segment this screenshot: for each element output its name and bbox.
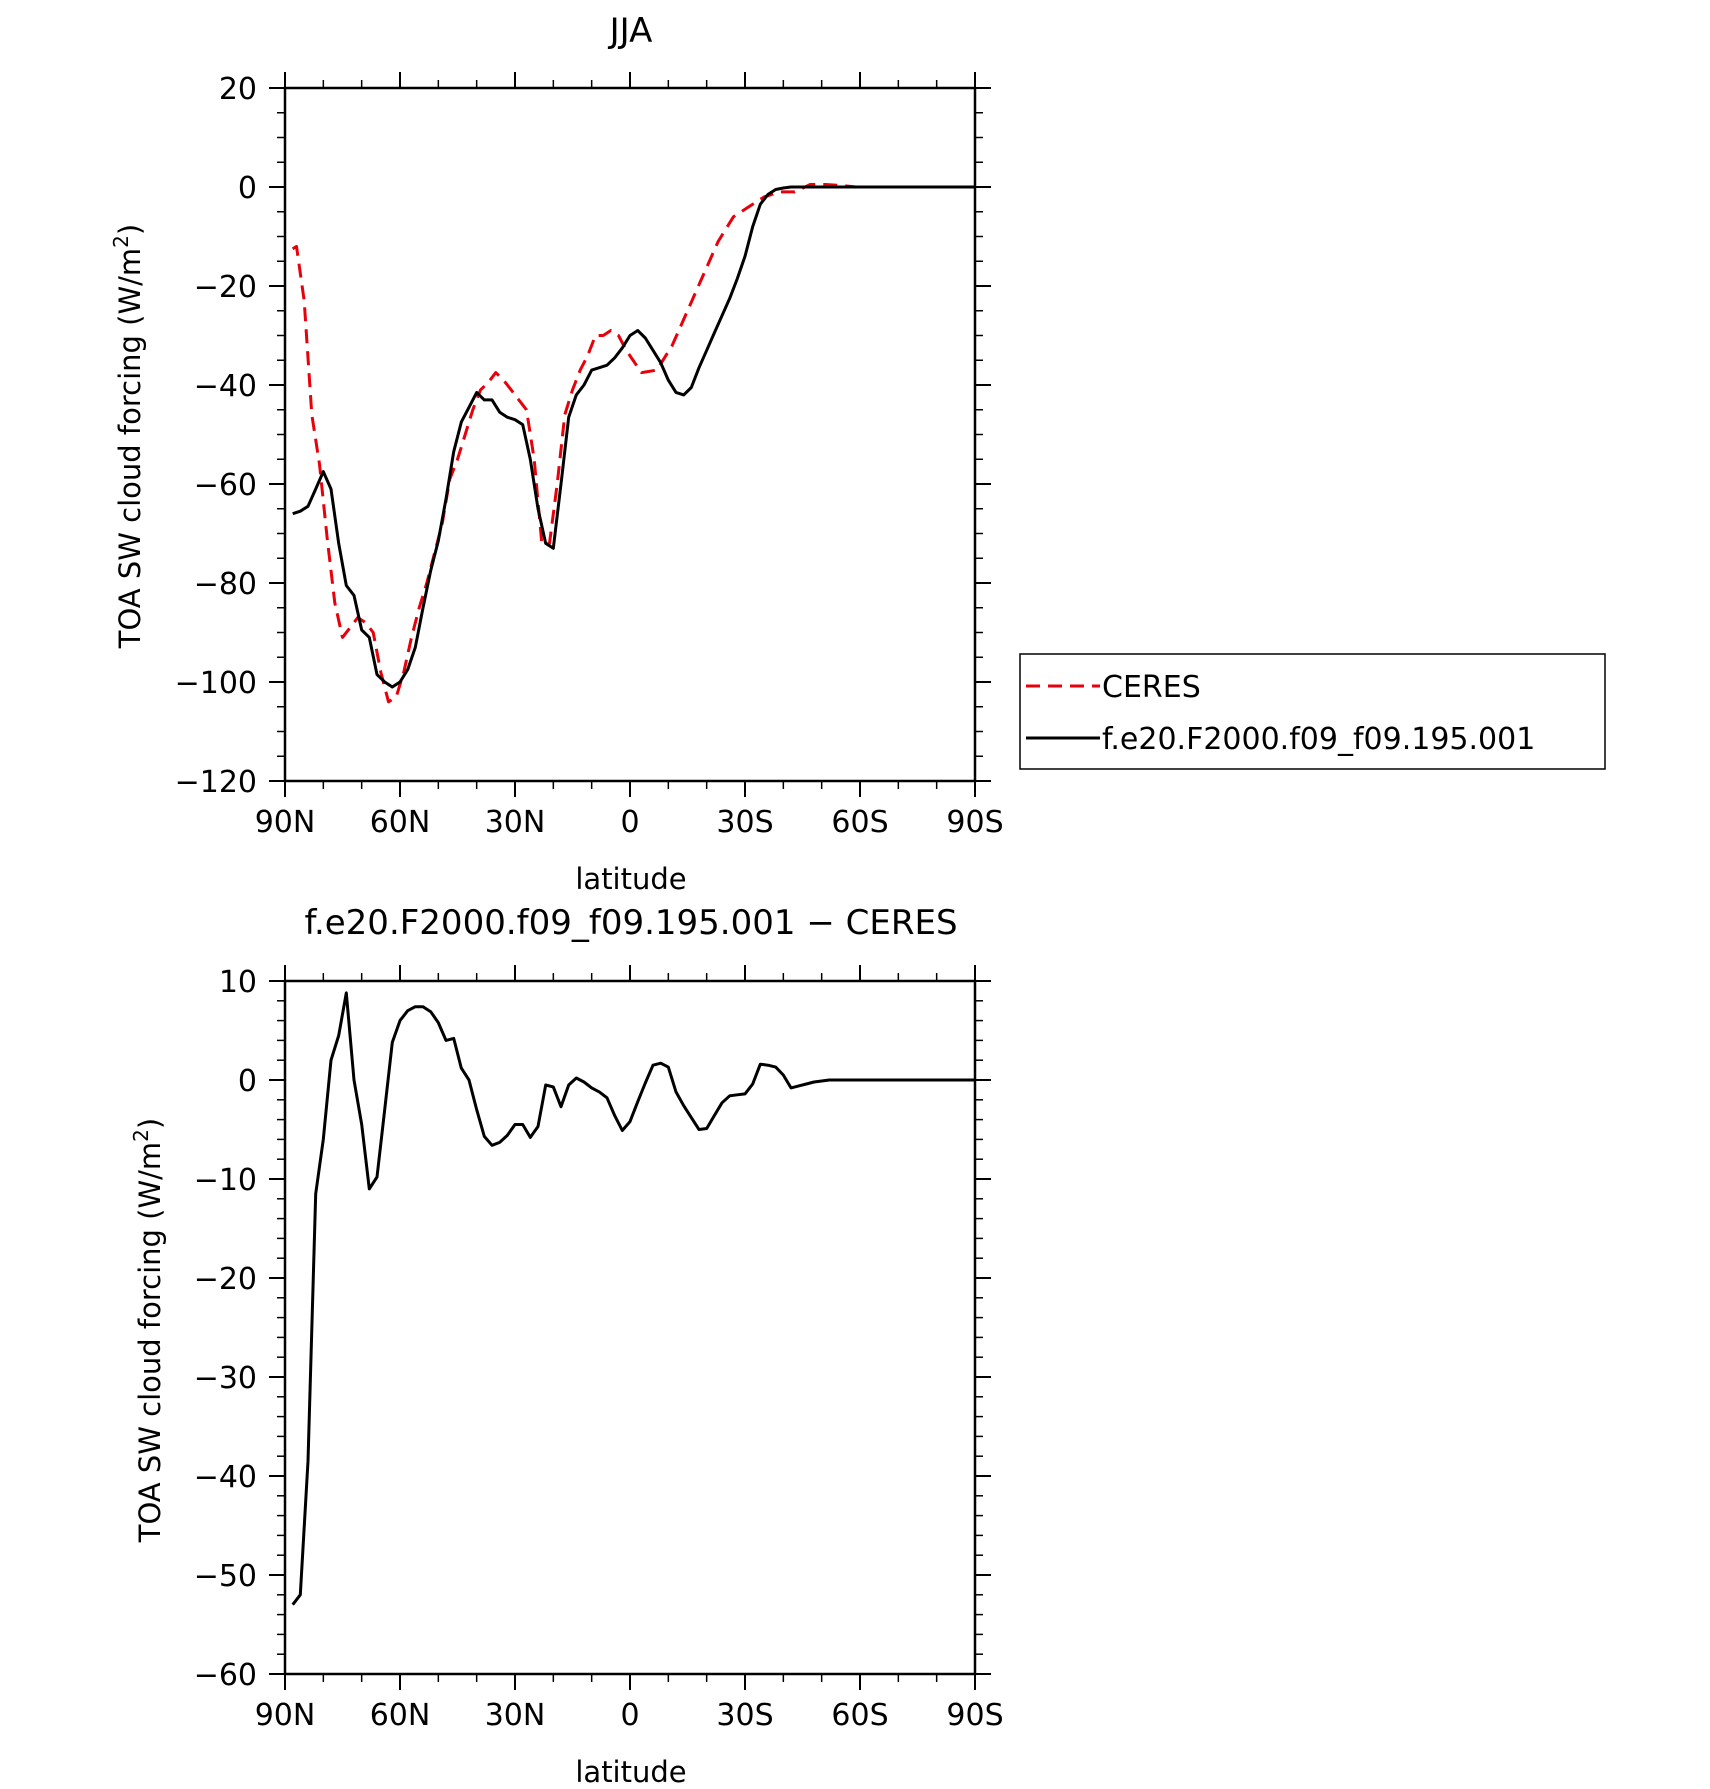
- y-tick-label: 0: [238, 171, 257, 206]
- y-tick-label: −20: [194, 1262, 257, 1297]
- y-tick-label: −40: [194, 1460, 257, 1495]
- bottom-panel: f.e20.F2000.f09_f09.195.001 − CERES 90N 6…: [129, 903, 1004, 1789]
- x-tick-label: 90S: [946, 1698, 1003, 1733]
- top-panel: JJA 90N 60N 30N 0 30S 60S 90S 20 0 −20 −40 −60 −80 −1…: [109, 11, 1004, 896]
- x-tick-label: 60S: [831, 805, 888, 840]
- y-tick-label: −60: [194, 1658, 257, 1693]
- y-tick-label: −80: [194, 567, 257, 602]
- bottom-y-axis-label: TOA SW cloud forcing (W/m2): [129, 1118, 167, 1543]
- y-tick-label: 10: [219, 965, 257, 1000]
- legend-item-model: f.e20.F2000.f09_f09.195.001: [1026, 722, 1535, 757]
- top-panel-title: JJA: [608, 11, 653, 51]
- ceres-series-line: [291, 183, 975, 704]
- y-tick-label: −50: [194, 1559, 257, 1594]
- x-tick-label: 30N: [485, 805, 546, 840]
- x-tick-label: 0: [620, 805, 639, 840]
- x-tick-label: 90S: [946, 805, 1003, 840]
- x-tick-label: 30N: [485, 1698, 546, 1733]
- legend-label-ceres: CERES: [1102, 670, 1201, 705]
- x-tick-label: 0: [620, 1698, 639, 1733]
- y-tick-label: −40: [194, 369, 257, 404]
- difference-series-line: [291, 991, 975, 1606]
- y-tick-label: −10: [194, 1163, 257, 1198]
- y-tick-label: −20: [194, 270, 257, 305]
- x-tick-label: 60N: [370, 805, 431, 840]
- x-tick-label: 30S: [716, 805, 773, 840]
- y-tick-label: −100: [175, 666, 257, 701]
- top-x-axis-label: latitude: [575, 862, 686, 896]
- legend-box: [1019, 653, 1606, 770]
- y-tick-label: −60: [194, 468, 257, 503]
- y-tick-label: −30: [194, 1361, 257, 1396]
- x-tick-label: 30S: [716, 1698, 773, 1733]
- x-tick-label: 90N: [255, 805, 316, 840]
- bottom-panel-title: f.e20.F2000.f09_f09.195.001 − CERES: [304, 903, 957, 943]
- legend-label-model: f.e20.F2000.f09_f09.195.001: [1102, 722, 1535, 757]
- f-e20-f2000-f09-f09-195-001-series-line: [292, 185, 975, 689]
- x-tick-label: 60N: [370, 1698, 431, 1733]
- y-tick-label: 20: [219, 72, 257, 107]
- y-tick-label: 0: [238, 1064, 257, 1099]
- x-tick-label: 60S: [831, 1698, 888, 1733]
- y-tick-label: −120: [175, 765, 257, 800]
- legend-item-ceres: CERES: [1026, 670, 1201, 705]
- top-y-axis-label: TOA SW cloud forcing (W/m2): [109, 224, 147, 649]
- bottom-x-axis-label: latitude: [575, 1755, 686, 1789]
- x-tick-label: 90N: [255, 1698, 316, 1733]
- legend: CERES f.e20.F2000.f09_f09.195.001: [1019, 653, 1606, 770]
